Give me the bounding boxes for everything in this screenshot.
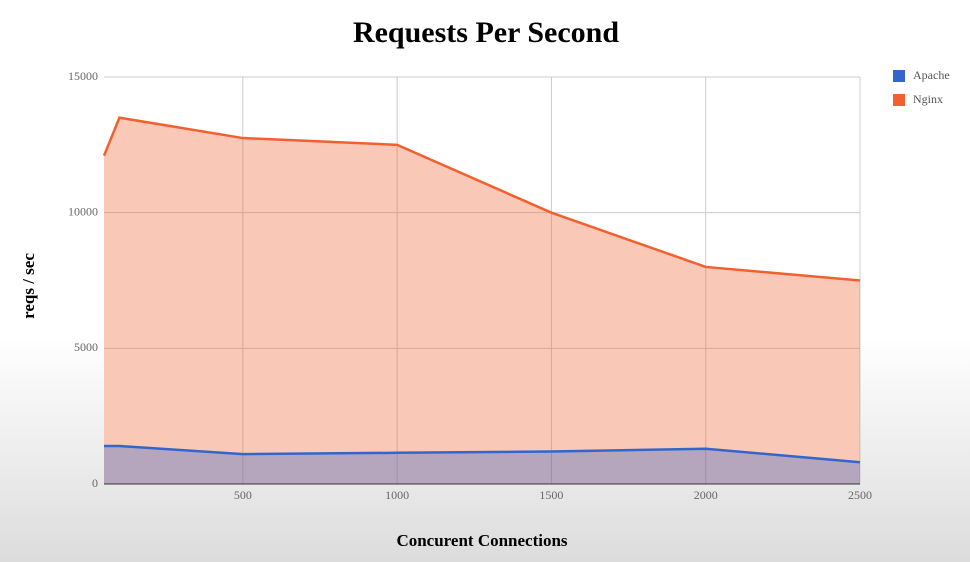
x-axis-label: Concurent Connections <box>396 531 567 550</box>
x-tick-label: 1000 <box>385 488 409 502</box>
area-line <box>104 444 861 464</box>
plot-area <box>104 77 860 484</box>
y-tick-label: 0 <box>92 476 98 490</box>
legend-label: Nginx <box>913 92 943 106</box>
y-tick-label: 5000 <box>74 340 98 354</box>
x-tick-label: 2000 <box>694 488 718 502</box>
x-tick-label: 2500 <box>848 488 872 502</box>
x-tick-label: 1500 <box>539 488 563 502</box>
y-axis-label: reqs / sec <box>19 253 38 319</box>
area-fill <box>104 446 860 484</box>
area-line <box>102 116 861 282</box>
y-tick-label: 10000 <box>68 204 98 218</box>
chart-title: Requests Per Second <box>353 16 619 49</box>
area-fill <box>104 117 860 484</box>
x-tick-label: 500 <box>234 488 252 502</box>
y-tick-label: 15000 <box>68 69 98 83</box>
legend-swatch <box>893 94 905 106</box>
legend-label: Apache <box>913 68 950 82</box>
legend-swatch <box>893 70 905 82</box>
